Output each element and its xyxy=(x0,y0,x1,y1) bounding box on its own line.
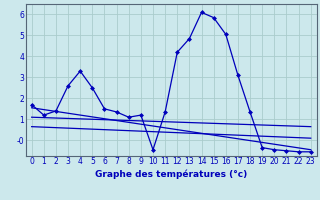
X-axis label: Graphe des températures (°c): Graphe des températures (°c) xyxy=(95,169,247,179)
